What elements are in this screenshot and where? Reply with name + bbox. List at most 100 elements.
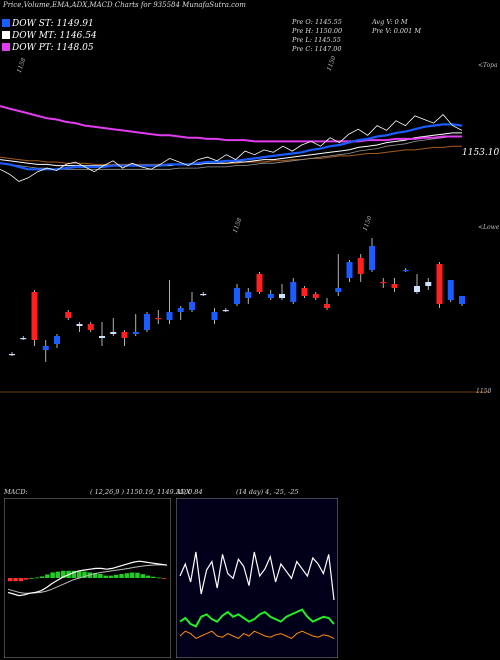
macd-histogram-bar [39, 576, 45, 578]
candle-body [312, 294, 319, 298]
macd-header: MACD: [4, 488, 28, 496]
dow-mt-legend: DOW MT: 1146.54 [0, 31, 97, 42]
chart-header: Price,Volume,EMA,ADX,MACD Charts for 935… [3, 1, 246, 9]
candle-body [20, 338, 27, 340]
adx-params: (14 day) 4, -25, -25 [236, 488, 299, 496]
candle-body [54, 336, 60, 344]
macd-histogram-bar [71, 570, 77, 578]
label-lowe: <Lowe [478, 224, 500, 231]
candle-body [99, 336, 105, 338]
macd-line [7, 560, 168, 597]
candle-body [402, 270, 409, 272]
macd-histogram-bar [76, 570, 82, 578]
candle-body [76, 324, 83, 326]
macd-histogram-bar [151, 576, 156, 578]
macd-histogram-bar [145, 575, 151, 578]
close-price-line [0, 114, 463, 182]
macd-histogram-bar [45, 574, 50, 578]
adx-green-line [179, 608, 335, 628]
adx-panel [176, 498, 338, 658]
ema-short-line [0, 123, 463, 171]
macd-histogram-bar [108, 575, 114, 578]
adx-frame [176, 498, 338, 658]
candle-body [301, 288, 308, 296]
adx-orange-line [179, 630, 335, 639]
macd-histogram-bar [34, 577, 39, 579]
candle-body [391, 284, 398, 288]
candle-body [189, 302, 195, 310]
macd-histogram-bar [8, 578, 13, 582]
dow-mt-swatch [2, 31, 10, 39]
ema-long-line [0, 105, 462, 143]
macd-histogram-bar [13, 578, 18, 582]
adx-di-plus-line [179, 551, 335, 601]
macd-histogram-bar [124, 573, 130, 578]
macd-histogram-bar [135, 572, 140, 578]
dow-pt-swatch [2, 43, 10, 51]
candle-body [200, 294, 207, 296]
candle-body [335, 288, 342, 292]
candle-body [290, 282, 297, 302]
candle-body [31, 292, 38, 340]
dow-mt-label: DOW MT: 1146.54 [12, 31, 97, 41]
macd-histogram-bar [82, 571, 87, 578]
macd-histogram-bar [161, 578, 167, 579]
macd-histogram-bar [92, 572, 98, 578]
macd-histogram-bar [55, 571, 61, 578]
candle-body [9, 354, 15, 356]
candle-body [324, 304, 330, 308]
ema-mid-line [0, 132, 462, 167]
candle-body [42, 346, 49, 350]
price-last-label: 1153.10 [462, 148, 500, 158]
candle-body [256, 274, 263, 292]
candle-body [144, 314, 150, 330]
candle-body [279, 294, 285, 298]
label-1150-bottom: 1150 [476, 388, 492, 395]
candle-body [245, 292, 252, 298]
macd-histogram-bar [23, 578, 29, 580]
prev-volume: Pre V: 0.001 M [372, 27, 422, 35]
dow-st-legend: DOW ST: 1149.91 [0, 19, 94, 30]
candle-body [65, 312, 72, 318]
candle-body [357, 258, 364, 274]
dow-st-swatch [2, 19, 10, 27]
macd-histogram-bar [29, 578, 34, 579]
candle-body [436, 264, 443, 304]
candle-body [369, 246, 375, 270]
candle-body [132, 332, 139, 334]
macd-params: ( 12,26,9 ) 1150.19, 1149.35, 0.84 [90, 488, 203, 496]
candle-body [267, 294, 274, 298]
candle-body [380, 282, 387, 284]
price-chart [0, 105, 490, 393]
candle-body [234, 288, 240, 304]
label-topa: <Topa [478, 62, 498, 69]
dow-st-label: DOW ST: 1149.91 [12, 19, 94, 29]
candle-body [87, 324, 94, 330]
candle-body [121, 332, 128, 338]
macd-histogram-bar [61, 570, 66, 578]
candle-body [459, 296, 465, 304]
macd-histogram-bar [140, 574, 145, 578]
dow-pt-legend: DOW PT: 1148.05 [0, 43, 94, 54]
macd-histogram-bar [129, 572, 135, 578]
candle-body [222, 310, 229, 312]
macd-histogram-bar [156, 577, 161, 579]
adx-header: ADX [176, 488, 191, 496]
ema-grey-line [0, 136, 462, 170]
candle-body [110, 332, 117, 334]
candle-body [166, 312, 173, 320]
candle-body [155, 318, 162, 320]
ohlc-close: Pre C: 1147.00 [292, 45, 342, 53]
ohlc-open: Pre O: 1145.55 [292, 18, 342, 26]
macd-histogram-bar [50, 572, 55, 578]
candle-body [447, 280, 454, 300]
candle-body [177, 308, 184, 312]
macd-histogram-bar [98, 574, 103, 578]
avg-volume: Avg V: 0 M [372, 18, 408, 26]
ohlc-high: Pre H: 1150.00 [292, 27, 343, 35]
candle-body [346, 262, 353, 278]
macd-histogram-bar [119, 574, 124, 578]
candle-body [211, 312, 218, 320]
macd-histogram-bar [114, 574, 119, 578]
macd-panel [4, 498, 171, 658]
